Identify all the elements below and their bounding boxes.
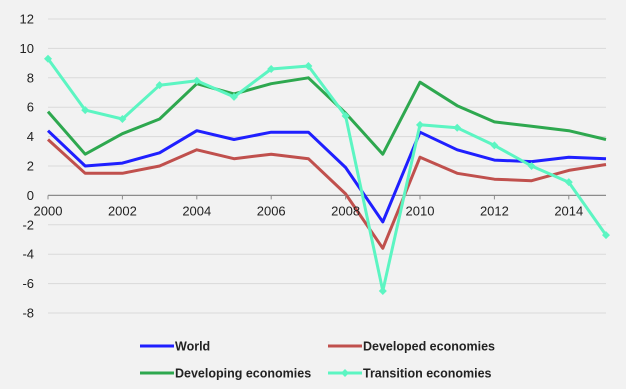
data-point-marker [453, 123, 462, 132]
series-line-3 [46, 57, 608, 293]
y-tick-label: 4 [27, 129, 34, 144]
x-tick-label: 2002 [108, 203, 137, 218]
data-point-marker [81, 106, 90, 115]
data-point-marker [378, 286, 387, 295]
legend-marker [341, 369, 349, 377]
x-tick-label: 2000 [34, 203, 63, 218]
y-tick-label: 6 [27, 100, 34, 115]
series-lines [46, 57, 608, 293]
data-point-marker [192, 76, 201, 85]
y-tick-label: -2 [22, 217, 34, 232]
data-point-marker [118, 114, 127, 123]
data-point-marker [564, 178, 573, 187]
data-point-marker [304, 62, 313, 71]
x-tick-label: 2004 [182, 203, 211, 218]
y-tick-label: -8 [22, 306, 34, 321]
y-tick-label: 10 [20, 41, 34, 56]
y-axis-ticks: -8 -6 -4 -2 0 2 4 6 8 10 12 [20, 12, 34, 321]
data-point-marker [267, 64, 276, 73]
legend: World Developed economies Developing econo… [140, 340, 495, 381]
x-tick-label: 2006 [257, 203, 286, 218]
x-tick-label: 2010 [406, 203, 435, 218]
series-markers [44, 54, 610, 295]
gridlines [48, 18, 606, 314]
data-point-marker [490, 141, 499, 150]
data-point-marker [602, 231, 610, 240]
series-line-1 [46, 138, 607, 250]
y-tick-label: -6 [22, 276, 34, 291]
y-tick-label: 2 [27, 159, 34, 174]
data-point-marker [527, 162, 536, 170]
legend-label: Transition economies [363, 367, 492, 381]
data-point-marker [155, 81, 164, 90]
legend-label: Developing economies [175, 367, 311, 381]
x-tick-label: 2014 [554, 203, 583, 218]
y-tick-label: 0 [27, 188, 34, 203]
data-point-marker [341, 112, 350, 121]
data-point-marker [416, 120, 424, 129]
legend-label: Developed economies [363, 340, 495, 354]
y-tick-label: 12 [20, 12, 34, 27]
series-line-2 [46, 76, 607, 156]
x-axis-ticks: 2000 2002 2004 2006 2008 2010 2012 2014 [34, 195, 583, 218]
series-line-0 [46, 129, 607, 224]
legend-label: World [175, 340, 210, 354]
data-point-marker [230, 92, 238, 101]
y-tick-label: -4 [22, 247, 34, 262]
x-tick-label: 2012 [480, 203, 509, 218]
y-tick-label: 8 [27, 70, 34, 85]
x-tick-label: 2008 [331, 203, 360, 218]
data-point-marker [44, 54, 52, 63]
